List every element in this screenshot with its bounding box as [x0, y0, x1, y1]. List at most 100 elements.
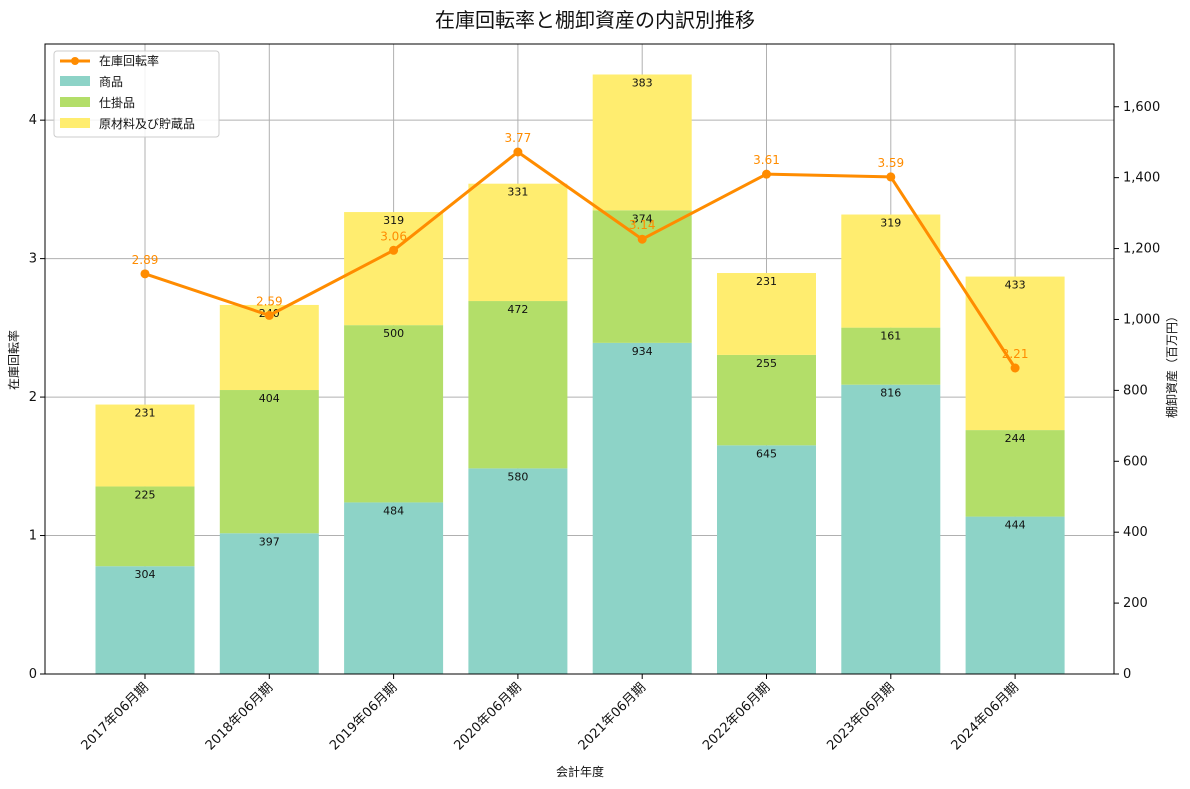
legend-swatch-materials — [60, 118, 90, 128]
grid — [45, 44, 1114, 674]
turnover-point — [389, 245, 399, 255]
bar-segment-wip — [592, 210, 692, 343]
turnover-point — [140, 269, 150, 279]
bar-segment-goods — [717, 445, 816, 674]
bar-value-label: 444 — [1005, 519, 1026, 532]
turnover-value-label: 2.89 — [132, 253, 159, 267]
legend-swatch-goods — [60, 76, 90, 86]
x-tick-label: 2022年06月期 — [700, 680, 773, 753]
legend-label-materials: 原材料及び貯蔵品 — [99, 117, 195, 131]
turnover-point — [637, 234, 647, 244]
legend-box — [53, 50, 220, 138]
plot-frame — [44, 43, 1115, 675]
bar-value-label: 331 — [507, 186, 528, 199]
y-left-tick-label: 3 — [29, 252, 37, 267]
y-right-tick-label: 1,000 — [1123, 312, 1160, 327]
turnover-value-label: 3.77 — [505, 131, 532, 145]
bar-value-label: 244 — [1005, 432, 1026, 445]
y-left-tick-label: 4 — [29, 113, 37, 128]
bar-segment-goods — [592, 342, 692, 674]
legend-label-wip: 仕掛品 — [99, 95, 135, 110]
y-right-tick-label: 1,400 — [1123, 171, 1160, 186]
y-right-tick-label: 1,600 — [1123, 100, 1160, 115]
chart-title: 在庫回転率と棚卸資産の内訳別推移 — [435, 8, 755, 32]
turnover-value-label: 2.21 — [1002, 347, 1029, 361]
bar-segment-wip — [841, 327, 941, 385]
bar-value-label: 404 — [259, 392, 280, 405]
turnover-value-label: 2.59 — [256, 294, 283, 308]
bar-value-label: 383 — [632, 76, 653, 89]
bar-segment-goods — [95, 566, 195, 674]
legend-line-marker — [71, 57, 79, 65]
bar-segment-materials — [841, 214, 941, 328]
bar-value-label: 304 — [135, 568, 156, 581]
y-right-tick-label: 1,200 — [1123, 242, 1160, 257]
bar-segment-wip — [717, 354, 816, 446]
bar-segment-goods — [468, 468, 568, 674]
y-left-tick-label: 1 — [29, 529, 37, 544]
y-right-tick-label: 800 — [1123, 383, 1148, 398]
y-axis-left-title: 在庫回転率 — [6, 330, 21, 390]
bar-value-labels: 3042252313974042404845003195804723319343… — [135, 76, 1026, 581]
legend-label-goods: 商品 — [99, 74, 123, 89]
turnover-line: 2.89 2.59 3.06 3.77 3.14 3.61 3.59 2.21 — [132, 131, 1029, 373]
bar-segment-materials — [95, 404, 195, 487]
bar-value-label: 397 — [259, 535, 280, 548]
turnover-value-label: 3.14 — [629, 218, 656, 232]
y-right-tick-label: 200 — [1123, 596, 1148, 611]
x-tick-label: 2024年06月期 — [949, 680, 1022, 753]
y-left-tick-label: 0 — [29, 667, 37, 682]
legend-label-turnover: 在庫回転率 — [99, 53, 159, 68]
bar-value-label: 374 — [632, 212, 653, 225]
bar-segment-wip — [219, 390, 319, 534]
y-axis-right-title: 棚卸資産（百万円） — [1164, 310, 1179, 418]
bar-segment-goods — [841, 384, 941, 674]
bar-segment-wip — [468, 301, 568, 469]
bar-segment-materials — [468, 183, 568, 302]
bar-value-label: 319 — [383, 214, 404, 227]
bar-segment-materials — [592, 74, 692, 211]
bar-value-label: 500 — [383, 327, 404, 340]
bar-value-label: 484 — [383, 504, 404, 517]
bar-value-label: 816 — [880, 387, 901, 400]
turnover-point — [264, 310, 274, 320]
x-tick-label: 2018年06月期 — [203, 680, 276, 753]
bar-segment-wip — [344, 325, 444, 503]
bar-segment-materials — [965, 276, 1065, 431]
turnover-point — [886, 172, 896, 182]
x-tick-label: 2019年06月期 — [327, 680, 400, 753]
y-right-tick-label: 400 — [1123, 525, 1148, 540]
bar-value-label: 319 — [880, 217, 901, 230]
x-axis-title: 会計年度 — [556, 764, 604, 779]
turnover-line-path — [144, 150, 1017, 369]
bar-value-label: 934 — [632, 345, 653, 358]
legend-swatch-wip — [60, 97, 90, 107]
bar-value-label: 472 — [507, 303, 528, 316]
bar-segment-wip — [965, 430, 1065, 517]
turnover-value-label: 3.61 — [753, 153, 780, 167]
turnover-point — [762, 169, 771, 179]
bars — [95, 74, 1065, 674]
bar-value-label: 433 — [1005, 279, 1026, 292]
bar-value-label: 580 — [507, 470, 528, 483]
turnover-point — [513, 147, 523, 157]
x-tick-label: 2017年06月期 — [79, 680, 152, 753]
turnover-value-label: 3.59 — [877, 156, 904, 170]
bar-value-label: 225 — [135, 488, 156, 501]
bar-segment-goods — [344, 502, 444, 674]
x-tick-label: 2020年06月期 — [451, 680, 524, 753]
bar-value-label: 645 — [756, 447, 777, 460]
bar-value-label: 231 — [135, 407, 156, 420]
y-left-tick-label: 2 — [29, 390, 37, 405]
bar-segment-goods — [219, 533, 319, 674]
y-right-tick-label: 600 — [1123, 454, 1148, 469]
bar-segment-goods — [965, 516, 1065, 674]
turnover-point — [1010, 363, 1020, 373]
bar-segment-wip — [95, 486, 195, 567]
turnover-value-label: 3.06 — [380, 229, 407, 243]
x-tick-label: 2021年06月期 — [576, 680, 649, 753]
x-tick-label: 2023年06月期 — [824, 680, 897, 753]
bar-value-label: 255 — [756, 357, 777, 370]
y-right-tick-label: 0 — [1123, 667, 1131, 682]
